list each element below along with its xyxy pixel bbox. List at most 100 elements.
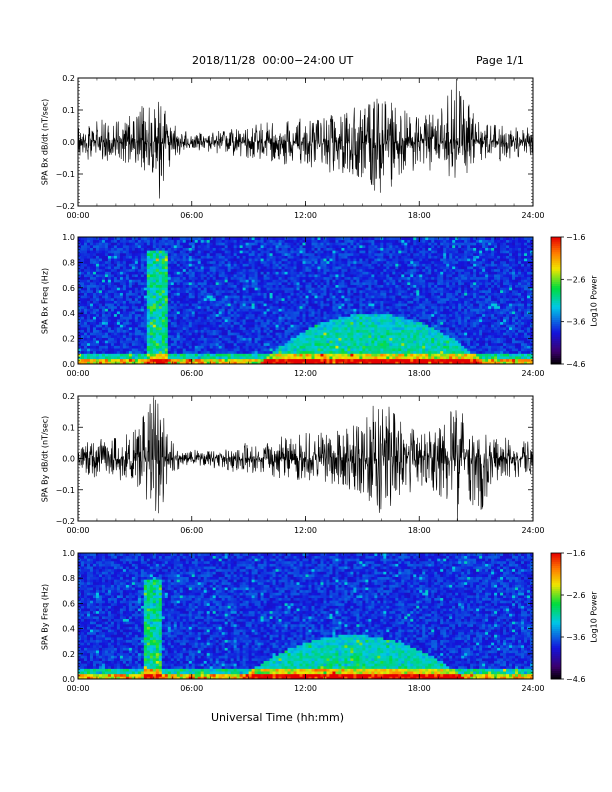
- heat-cell: [308, 300, 312, 304]
- heat-cell: [194, 239, 199, 243]
- heat-cell: [173, 345, 178, 349]
- heat-cell: [314, 321, 318, 325]
- heat-cell: [137, 305, 142, 309]
- heat-cell: [95, 326, 100, 331]
- heat-cell: [116, 313, 121, 317]
- heat-cell: [353, 276, 357, 280]
- heat-cell: [98, 321, 103, 325]
- heat-cell: [80, 255, 85, 259]
- heat-cell: [290, 358, 294, 362]
- heat-cell: [251, 242, 256, 246]
- heat-cell: [278, 361, 282, 365]
- heat-cell: [218, 287, 223, 291]
- heat-cell: [365, 300, 369, 304]
- heat-cell: [248, 324, 253, 328]
- heat-cell: [368, 313, 372, 317]
- heat-cell: [194, 308, 199, 312]
- heat-cell: [251, 300, 256, 304]
- heat-cell: [224, 252, 229, 256]
- heat-cell: [191, 276, 196, 280]
- heat-cell: [128, 337, 133, 341]
- heat-cell: [233, 242, 238, 246]
- heat-cell: [134, 303, 139, 307]
- heat-cell: [257, 255, 261, 259]
- heat-cell: [263, 242, 267, 246]
- heat-cell: [113, 300, 118, 304]
- heat-cell: [98, 279, 103, 283]
- heat-cell: [116, 340, 121, 344]
- heat-cell: [98, 247, 103, 251]
- heat-cell: [128, 281, 133, 286]
- heat-cell: [311, 326, 315, 331]
- heat-cell: [140, 271, 145, 275]
- heat-cell: [182, 276, 187, 280]
- heat-cell: [320, 247, 324, 251]
- heat-cell: [170, 295, 175, 299]
- heat-cell: [371, 297, 375, 301]
- heat-cell: [92, 353, 97, 357]
- heat-cell: [83, 345, 88, 349]
- heat-cell: [296, 274, 300, 278]
- heat-cell: [254, 356, 258, 360]
- heat-cell: [302, 287, 306, 291]
- heat-cell: [80, 308, 85, 312]
- heat-cell: [374, 342, 378, 346]
- heat-cell: [323, 281, 327, 286]
- heat-cell: [200, 319, 205, 323]
- heat-cell: [176, 250, 181, 254]
- heat-cell: [155, 287, 160, 291]
- heat-cell: [218, 258, 223, 262]
- heat-cell: [92, 260, 97, 264]
- heat-cell: [296, 319, 300, 323]
- heat-cell: [173, 303, 178, 307]
- heat-cell: [239, 340, 244, 344]
- heat-cell: [239, 255, 244, 259]
- heat-cell: [353, 287, 357, 291]
- heat-cell: [332, 276, 336, 280]
- heat-cell: [137, 279, 142, 283]
- heat-cell: [356, 329, 360, 333]
- heat-cell: [185, 308, 190, 312]
- heat-cell: [164, 311, 169, 315]
- heat-cell: [98, 326, 103, 331]
- heat-cell: [314, 311, 318, 315]
- heat-cell: [83, 263, 88, 267]
- heat-cell: [98, 324, 103, 328]
- heat-cell: [197, 303, 202, 307]
- heat-cell: [350, 263, 354, 267]
- heat-cell: [215, 350, 220, 354]
- heat-cell: [356, 260, 360, 264]
- heat-cell: [86, 284, 91, 288]
- heat-cell: [209, 319, 214, 323]
- heat-cell: [110, 276, 115, 280]
- heat-cell: [332, 356, 336, 360]
- heat-cell: [86, 292, 91, 296]
- heat-cell: [194, 358, 199, 362]
- heat-cell: [266, 308, 270, 312]
- heat-cell: [326, 260, 330, 264]
- heat-cell: [266, 258, 270, 262]
- heat-cell: [239, 305, 244, 309]
- heat-cell: [143, 284, 148, 288]
- heat-cell: [110, 284, 115, 288]
- heat-cell: [83, 279, 88, 283]
- heat-cell: [78, 332, 82, 336]
- heat-cell: [290, 268, 294, 272]
- heat-cell: [167, 345, 172, 349]
- heat-cell: [131, 326, 136, 331]
- heat-cell: [365, 316, 369, 320]
- heat-cell: [284, 342, 288, 346]
- heat-cell: [140, 361, 145, 365]
- heat-cell: [80, 284, 85, 288]
- heat-cell: [323, 239, 327, 243]
- heat-cell: [281, 266, 285, 270]
- heat-cell: [359, 242, 363, 246]
- heat-cell: [149, 321, 154, 325]
- heat-cell: [227, 292, 232, 296]
- heat-cell: [128, 361, 133, 365]
- heat-cell: [359, 324, 363, 328]
- heat-cell: [80, 263, 85, 267]
- heat-cell: [98, 260, 103, 264]
- heat-cell: [347, 281, 351, 286]
- heat-cell: [101, 334, 106, 338]
